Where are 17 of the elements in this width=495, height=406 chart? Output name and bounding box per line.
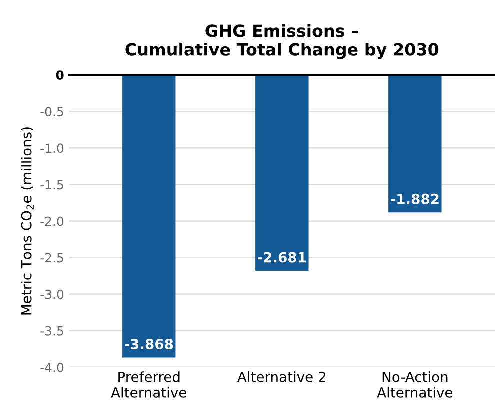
- x-tick-label: Preferred Alternative: [111, 372, 186, 398]
- y-tick-label: -2.5: [40, 253, 64, 263]
- data-label: -1.882: [391, 194, 439, 204]
- y-tick-label: -2.0: [40, 216, 64, 226]
- y-tick-label: -1.0: [40, 144, 64, 154]
- y-tick-label: 0: [56, 70, 64, 80]
- y-tick-label: -1.5: [40, 180, 64, 190]
- y-tick-label: -0.5: [40, 107, 64, 117]
- x-tick-label: Alternative 2: [238, 372, 326, 382]
- x-tick-label: No-Action Alternative: [377, 372, 453, 398]
- y-tick-label: -3.5: [40, 326, 64, 336]
- data-label: -2.681: [258, 252, 306, 263]
- y-axis-title: Metric Tons CO$_{2}$e (millions): [21, 128, 34, 315]
- y-tick-label: -3.0: [40, 290, 64, 300]
- y-tick-label: -4.0: [40, 362, 64, 372]
- data-label: -3.868: [125, 339, 174, 350]
- chart-title: GHG Emissions – Cumulative Total Change by 2030: [126, 24, 439, 60]
